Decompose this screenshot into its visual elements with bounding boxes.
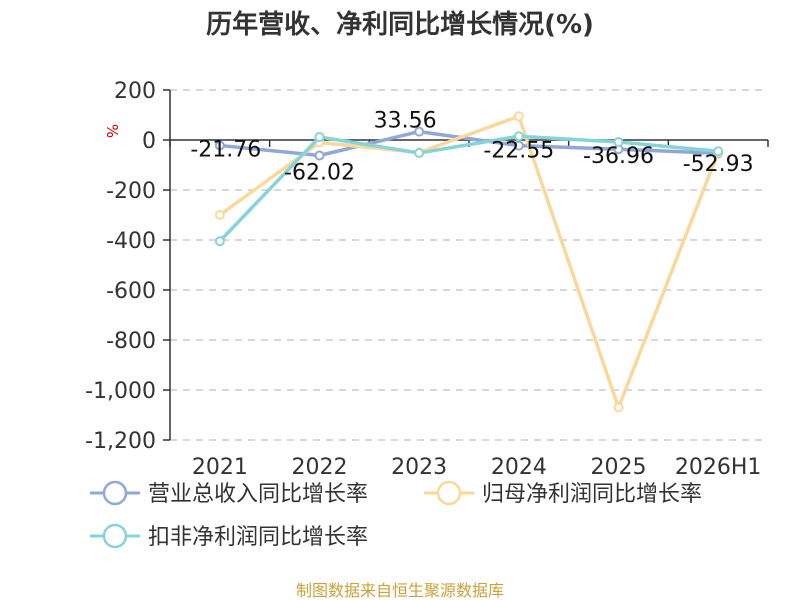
y-unit-label: % <box>103 124 121 138</box>
series-3-point <box>513 131 524 142</box>
y-tick-label: -1,000 <box>85 379 156 404</box>
series-line-3 <box>218 134 719 243</box>
y-tick-label: -1,200 <box>85 429 156 454</box>
series-2-point <box>613 402 624 413</box>
series-3-point <box>314 132 325 142</box>
series-1-point <box>314 150 325 161</box>
series-1-point <box>513 140 524 151</box>
series-group <box>214 111 724 413</box>
x-tick-label: 2025 <box>591 455 647 480</box>
series-3-point <box>214 236 225 247</box>
series-3-point <box>414 148 425 158</box>
legend-label: 扣非净利润同比增长率 <box>148 525 368 550</box>
series-2-point <box>214 210 225 220</box>
source-note: 制图数据来自恒生聚源数据库 <box>296 581 504 600</box>
series-2-point <box>513 111 524 122</box>
chart-title: 历年营收、净利同比增长情况(%) <box>206 9 594 40</box>
y-tick-label: 0 <box>142 129 156 154</box>
data-label: -22.55 <box>483 139 554 164</box>
x-tick-label: 2022 <box>292 455 348 480</box>
data-label: -36.96 <box>583 144 654 169</box>
y-tick-label: -400 <box>106 229 156 254</box>
gridlines <box>170 89 768 441</box>
y-tick-label: 200 <box>114 79 156 104</box>
legend-swatch-marker <box>102 523 128 549</box>
data-label: -62.02 <box>284 161 355 186</box>
data-label: -21.76 <box>190 137 261 162</box>
legend-label: 营业总收入同比增长率 <box>148 482 368 507</box>
series-3-point <box>713 146 724 157</box>
legend-swatch-marker <box>436 480 462 506</box>
data-label: -52.93 <box>683 152 754 177</box>
y-tick-label: -200 <box>106 179 156 204</box>
x-tick-labels: 2021 2022 2023 2024 2025 2026H1 <box>192 455 762 480</box>
x-tick-label: 2023 <box>391 455 447 480</box>
series-1-point <box>414 126 425 137</box>
legend-swatch-marker <box>102 480 128 506</box>
x-tick-label: 2026H1 <box>675 455 762 480</box>
series-1-point <box>214 140 225 151</box>
x-tick-label: 2024 <box>491 455 547 480</box>
data-labels: -21.76 -62.02 33.56 -22.55 -36.96 -52.93 <box>190 109 753 186</box>
legend-label: 归母净利润同比增长率 <box>482 482 702 507</box>
x-tick-label: 2021 <box>192 455 248 480</box>
y-tick-label: -800 <box>106 329 156 354</box>
y-tick-label: -600 <box>106 279 156 304</box>
y-tick-labels: 200 0 -200 -400 -600 -800 -1,000 -1,200 <box>85 79 156 454</box>
series-3-point <box>613 137 624 147</box>
data-label: 33.56 <box>374 109 437 134</box>
